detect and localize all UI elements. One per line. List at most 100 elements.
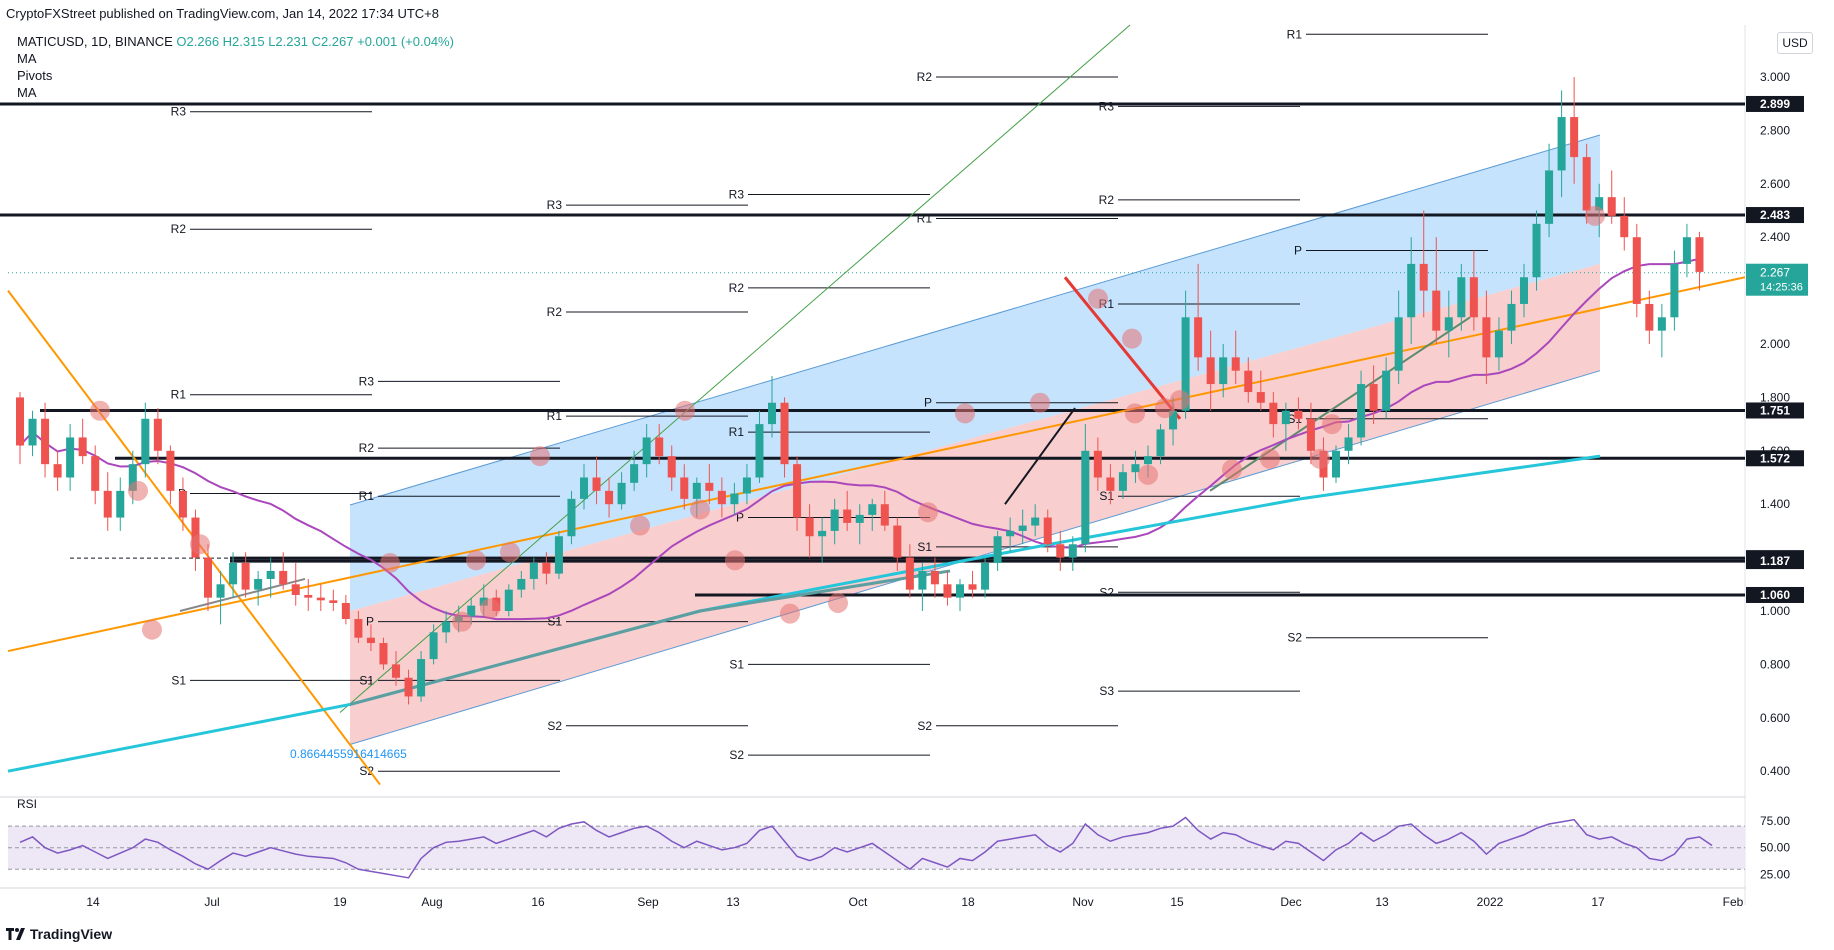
- candle-body: [103, 490, 112, 518]
- touch-point-marker: [1138, 464, 1158, 485]
- candle-body: [1557, 117, 1566, 171]
- candle-body: [1620, 215, 1629, 238]
- candle-body: [968, 584, 977, 590]
- candle-body: [329, 600, 338, 603]
- x-axis-tick: 14: [86, 895, 100, 909]
- pivot-label: R2: [359, 441, 375, 455]
- touch-point-marker: [1122, 328, 1142, 349]
- candle-body: [567, 498, 576, 537]
- candle-body: [793, 464, 802, 518]
- rsi-axis-tick: 50.00: [1760, 841, 1790, 855]
- pivot-label: R1: [547, 409, 563, 423]
- candle-body: [1357, 384, 1366, 438]
- y-axis-tick: 0.800: [1760, 657, 1790, 671]
- candle-body: [1269, 402, 1278, 425]
- symbol-label[interactable]: MATICUSD, 1D, BINANCE: [17, 34, 173, 49]
- x-axis-tick: Oct: [849, 895, 868, 909]
- touch-point-marker: [1125, 403, 1145, 424]
- header-bar: CryptoFXStreet published on TradingView.…: [0, 0, 1834, 28]
- candle-body: [1657, 317, 1666, 331]
- touch-point-marker: [190, 534, 210, 555]
- pivot-label: S3: [1099, 684, 1114, 698]
- indicator-ma-1[interactable]: MA: [17, 51, 37, 66]
- candle-body: [166, 450, 175, 491]
- candle-body: [843, 509, 852, 523]
- candle-body: [91, 456, 100, 491]
- pivot-label: R3: [1099, 99, 1115, 113]
- fib-annotation: 0.8664455916414665: [290, 747, 407, 761]
- candle-body: [1219, 357, 1228, 385]
- touch-point-marker: [1030, 392, 1050, 413]
- candle-body: [116, 490, 125, 518]
- y-axis-tick: 2.600: [1760, 177, 1790, 191]
- pivot-label: R2: [171, 222, 187, 236]
- candle-body: [1645, 303, 1654, 331]
- candle-body: [467, 605, 476, 617]
- candle-body: [981, 562, 990, 590]
- pivot-label: R2: [917, 70, 933, 84]
- last-price-value: 2.267: [1760, 266, 1790, 280]
- candle-body: [930, 570, 939, 585]
- candle-body: [655, 437, 664, 457]
- candle-body: [1482, 317, 1491, 358]
- candle-body: [1169, 410, 1178, 430]
- level-badge: [1746, 207, 1804, 224]
- pivot-label: R3: [729, 187, 745, 201]
- pivot-label: S2: [729, 748, 744, 762]
- candle-body: [1056, 544, 1065, 558]
- candle-body: [1231, 357, 1240, 371]
- y-axis-tick: 1.800: [1760, 390, 1790, 404]
- touch-point-marker: [828, 592, 848, 613]
- candle-body: [279, 570, 288, 585]
- candle-body: [1532, 223, 1541, 278]
- touch-point-marker: [780, 603, 800, 624]
- candle-body: [1344, 437, 1353, 451]
- candle-body: [1294, 410, 1303, 419]
- candle-body: [1607, 197, 1616, 216]
- candle-body: [905, 557, 914, 590]
- candle-body: [1331, 450, 1341, 478]
- candle-body: [1131, 464, 1140, 473]
- touch-point-marker: [452, 611, 472, 632]
- candle-body: [880, 504, 889, 526]
- pivot-label: P: [924, 396, 932, 410]
- candle-body: [304, 594, 313, 598]
- black-trend-line: [1004, 407, 1076, 505]
- candle-body: [1031, 517, 1040, 526]
- candle-body: [1419, 263, 1428, 291]
- candle-body: [893, 525, 902, 558]
- candle-body: [1306, 418, 1315, 451]
- candle-body: [993, 536, 1002, 563]
- indicator-pivots[interactable]: Pivots: [17, 68, 53, 83]
- candle-body: [78, 437, 87, 457]
- candle-body: [755, 424, 764, 478]
- touch-point-marker: [530, 446, 550, 467]
- candle-body: [379, 643, 388, 665]
- candle-body: [1194, 317, 1203, 358]
- candle-body: [1081, 450, 1090, 545]
- x-axis-tick: Jul: [204, 895, 219, 909]
- indicator-ma-2[interactable]: MA: [17, 85, 37, 100]
- candle-body: [1118, 472, 1127, 491]
- candle-body: [692, 482, 701, 499]
- candle-body: [617, 482, 626, 505]
- pivot-label: R2: [729, 281, 745, 295]
- candle-body: [254, 578, 263, 590]
- candle-body: [855, 514, 864, 523]
- rsi-line: [19, 816, 1713, 879]
- candle-body: [1143, 456, 1153, 465]
- level-badge-label: 1.060: [1760, 588, 1790, 602]
- chart-legend: MATICUSD, 1D, BINANCE O2.266 H2.315 L2.2…: [17, 33, 454, 101]
- candle-body: [642, 437, 651, 465]
- x-axis-tick: Aug: [421, 895, 442, 909]
- candle-body: [354, 619, 363, 638]
- pivot-label: S2: [359, 764, 374, 778]
- x-axis-tick: Nov: [1072, 895, 1093, 909]
- currency-button[interactable]: USD: [1777, 32, 1813, 54]
- candle-body: [1545, 170, 1554, 224]
- channel-top-line: [349, 134, 1601, 506]
- candle-body: [1106, 477, 1115, 491]
- rsi-label: RSI: [17, 797, 37, 811]
- last-price-badge: [1746, 263, 1808, 296]
